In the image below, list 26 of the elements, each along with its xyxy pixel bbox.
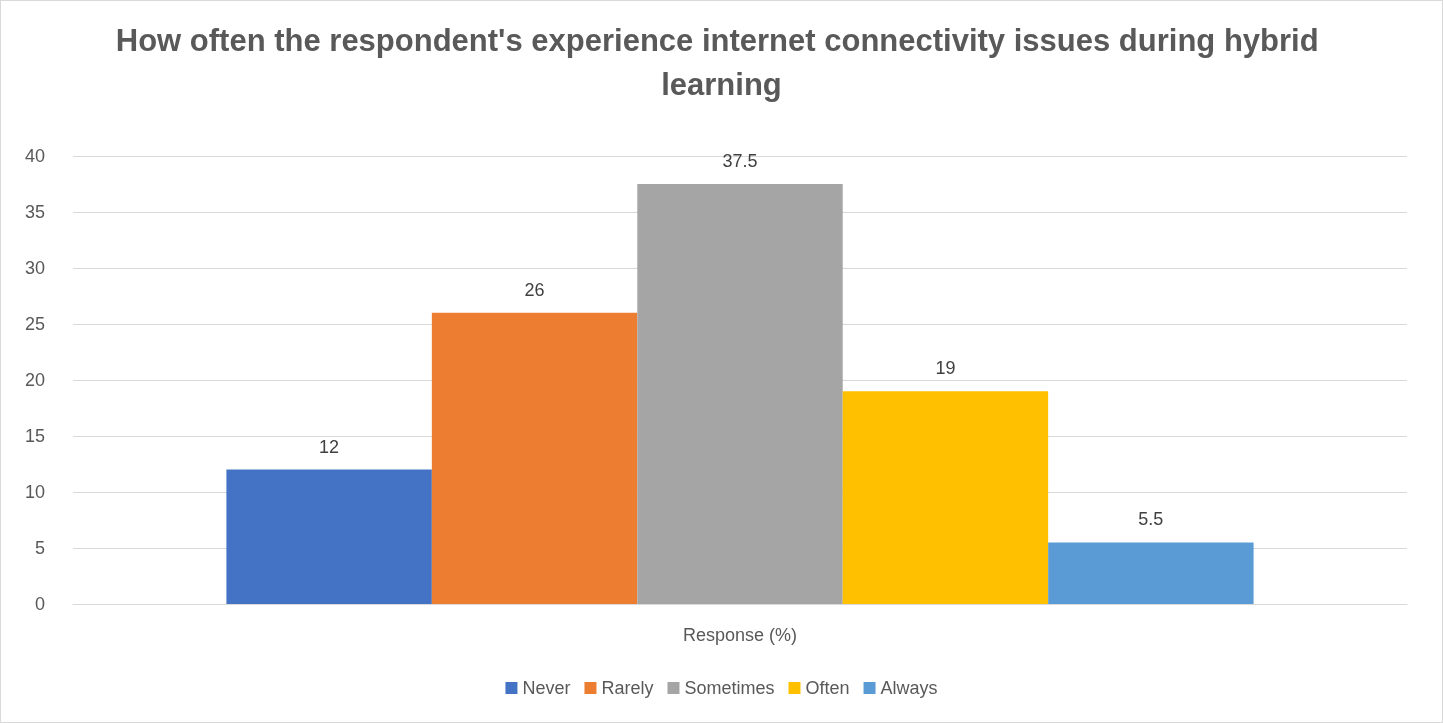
bar [842,391,1049,604]
legend-label: Rarely [601,678,654,698]
y-tick-label: 15 [24,426,45,446]
chart-title: How often the respondent's experience internet connectivity issues during hybrid learning [115,22,1328,102]
y-tick-label: 25 [24,314,45,334]
data-label: 12 [319,436,340,457]
bar [637,184,843,604]
legend-label: Sometimes [684,678,775,698]
data-label: 26 [524,279,545,300]
y-tick-label: 0 [34,594,45,614]
y-tick-label: 40 [24,146,45,166]
data-label: 5.5 [1138,509,1164,530]
y-tick-label: 35 [24,202,45,222]
legend-label: Never [522,678,571,698]
y-tick-label: 30 [24,258,45,278]
bar [1048,542,1254,604]
y-tick-label: 10 [24,482,45,502]
bar [226,469,432,604]
y-tick-label: 5 [34,538,45,558]
legend-label: Often [805,678,850,698]
bar [431,312,638,604]
legend-label: Always [880,678,938,698]
y-tick-label: 20 [24,370,45,390]
data-label: 37.5 [722,151,758,171]
data-label: 19 [935,358,956,379]
x-tick-label: Response (%) [682,625,798,645]
